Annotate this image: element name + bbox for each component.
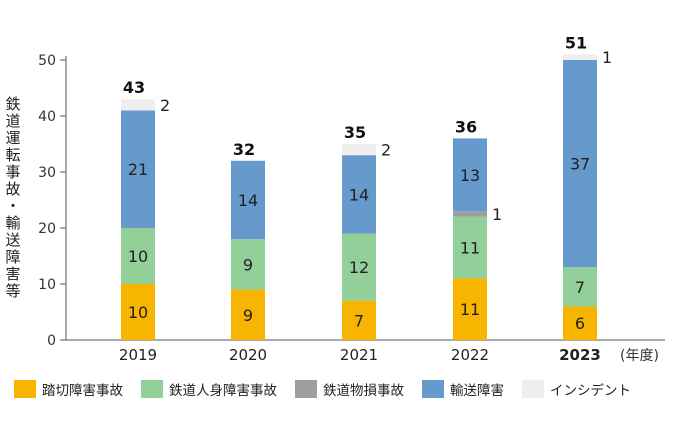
- segment-value-label: 9: [243, 255, 253, 274]
- segment-value-label: 1: [602, 48, 612, 67]
- legend-item: 鉄道人身障害事故: [141, 379, 277, 399]
- y-axis-label-char: 運: [5, 129, 21, 147]
- y-axis-label-char: 故: [5, 180, 21, 198]
- bar-segment: [453, 211, 487, 217]
- y-tick-label: 40: [38, 109, 56, 125]
- segment-value-label: 2: [160, 96, 170, 115]
- bar-total-label: 35: [344, 123, 366, 142]
- legend-item: 鉄道物損事故: [295, 379, 404, 399]
- y-axis-label-char: ・: [5, 197, 21, 215]
- legend-swatch: [522, 380, 544, 398]
- segment-value-label: 11: [460, 300, 480, 319]
- legend-label: インシデント: [550, 383, 631, 399]
- y-tick-label: 30: [38, 165, 56, 181]
- bar-segment: [121, 284, 155, 340]
- y-axis-label-char: 転: [5, 146, 21, 164]
- segment-value-label: 21: [128, 160, 148, 179]
- legend-label: 鉄道人身障害事故: [169, 383, 277, 399]
- segment-value-label: 12: [349, 258, 369, 277]
- y-axis-label-char: 障: [5, 248, 21, 266]
- y-tick-label: 10: [38, 277, 56, 293]
- segment-value-label: 11: [460, 239, 480, 258]
- segment-value-label: 7: [575, 278, 585, 297]
- bar-segment: [231, 160, 265, 240]
- bar-segment: [231, 239, 265, 290]
- bar-segment: [121, 110, 155, 228]
- legend-label: 鉄道物損事故: [323, 383, 404, 399]
- y-axis-label: 鉄道運転事故・輸送障害等: [2, 96, 24, 300]
- legend-label: 輸送障害: [450, 383, 504, 399]
- y-tick-label: 0: [47, 333, 56, 349]
- segment-value-label: 9: [243, 306, 253, 325]
- y-axis-label-char: 等: [5, 282, 21, 300]
- legend-label: 踏切障害事故: [42, 383, 123, 399]
- legend-swatch: [141, 380, 163, 398]
- x-axis-unit: (年度): [620, 348, 659, 364]
- bar-total-label: 32: [233, 140, 255, 159]
- bar-segment: [342, 233, 376, 301]
- segment-value-label: 7: [354, 311, 364, 330]
- segment-value-label: 10: [128, 247, 148, 266]
- segment-value-label: 14: [238, 191, 258, 210]
- legend-item: 輸送障害: [422, 379, 504, 399]
- bar-segment: [563, 54, 597, 60]
- bar-segment: [342, 144, 376, 156]
- legend-item: インシデント: [522, 379, 631, 399]
- bar-segment: [563, 306, 597, 340]
- legend-swatch: [14, 380, 36, 398]
- legend-swatch: [295, 380, 317, 398]
- x-tick-label: 2019: [119, 346, 157, 364]
- legend: 踏切障害事故 鉄道人身障害事故 鉄道物損事故 輸送障害 インシデント: [14, 379, 649, 399]
- bar-segment: [453, 278, 487, 340]
- legend-swatch: [422, 380, 444, 398]
- y-tick-label: 20: [38, 221, 56, 237]
- bar-segment: [453, 216, 487, 279]
- y-axis-label-char: 道: [5, 112, 21, 130]
- segment-value-label: 37: [570, 155, 590, 174]
- x-tick-label: 2022: [451, 346, 489, 364]
- y-axis-label-char: 輸: [5, 214, 21, 232]
- segment-value-label: 6: [575, 314, 585, 333]
- bar-segment: [563, 60, 597, 268]
- segment-value-label: 1: [492, 205, 502, 224]
- bar-segment: [121, 228, 155, 284]
- y-axis-label-char: 事: [5, 163, 21, 181]
- bar-total-label: 36: [455, 117, 477, 136]
- bar-total-label: 51: [565, 33, 587, 52]
- segment-value-label: 13: [460, 166, 480, 185]
- segment-value-label: 14: [349, 185, 369, 204]
- segment-value-label: 10: [128, 303, 148, 322]
- y-tick-label: 50: [38, 53, 56, 69]
- bar-segment: [342, 155, 376, 234]
- x-tick-label: 2020: [229, 346, 267, 364]
- bar-segment: [453, 138, 487, 212]
- bar-segment: [342, 300, 376, 340]
- bar-total-label: 43: [123, 78, 145, 97]
- legend-item: 踏切障害事故: [14, 379, 123, 399]
- y-axis-label-char: 害: [5, 265, 21, 283]
- bar-segment: [563, 267, 597, 307]
- x-tick-label: 2021: [340, 346, 378, 364]
- y-axis-label-char: 送: [5, 231, 21, 249]
- bar-segment: [121, 99, 155, 111]
- x-tick-label: 2023: [559, 346, 601, 364]
- y-axis-label-char: 鉄: [5, 95, 21, 113]
- bar-segment: [231, 289, 265, 340]
- segment-value-label: 2: [381, 141, 391, 160]
